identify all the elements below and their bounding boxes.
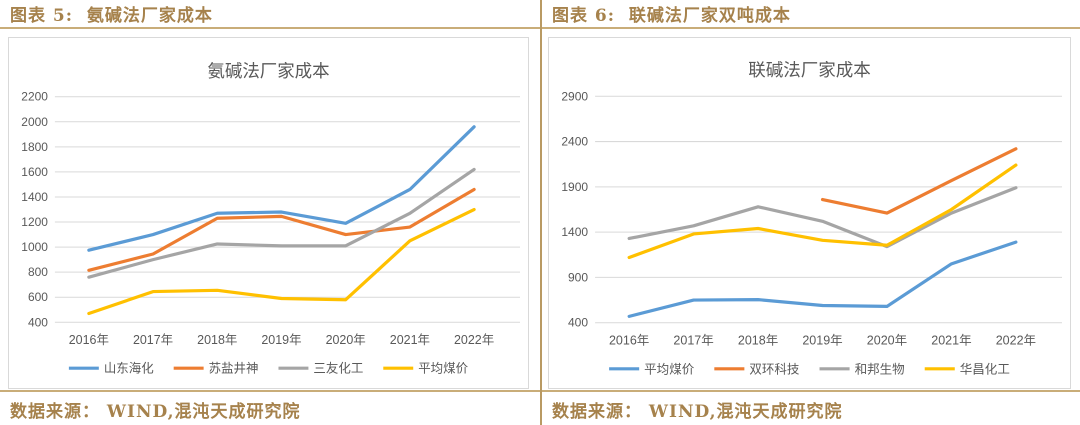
legend-item: 山东海化 bbox=[68, 361, 154, 376]
legend-item: 平均煤价 bbox=[609, 362, 695, 376]
figure-5-line-chart: 氨碱法厂家成本 400 600 800 1000 1200 1400 1600 1800 2000… bbox=[21, 61, 521, 376]
chart-title: 氨碱法厂家成本 bbox=[207, 61, 329, 81]
x-axis-label: 2016年 bbox=[609, 334, 649, 348]
legend-label: 三友化工 bbox=[313, 362, 363, 376]
legend-item: 和邦生物 bbox=[819, 362, 905, 376]
figure-6-chart-frame: 联碱法厂家成本 400 900 1400 1900 2400 2900 2016年 2017年 2… bbox=[548, 37, 1071, 389]
figure-6-source: 数据来源： WIND,混沌天成研究院 bbox=[552, 402, 843, 422]
legend-label: 苏盐井神 bbox=[209, 361, 259, 376]
series-line-0 bbox=[627, 240, 1018, 318]
x-axis-label: 2017年 bbox=[673, 334, 713, 348]
x-axis-label: 2019年 bbox=[261, 333, 301, 347]
x-axis-label: 2017年 bbox=[133, 333, 173, 347]
legend-label: 平均煤价 bbox=[418, 362, 468, 376]
series-line-1 bbox=[87, 187, 476, 272]
y-axis-tick-label: 1900 bbox=[561, 180, 588, 194]
figure-6-caption-row: 图表 6: 联碱法厂家双吨成本 bbox=[542, 0, 1080, 29]
x-axis-label: 2020年 bbox=[326, 333, 366, 347]
x-axis-label: 2022年 bbox=[454, 333, 494, 347]
figure-6-line-chart: 联碱法厂家成本 400 900 1400 1900 2400 2900 2016年 2017年 2… bbox=[561, 60, 1062, 376]
figure-5-panel: 图表 5: 氨碱法厂家成本 氨碱法厂家成本 400 600 800 1000 1200 14… bbox=[0, 0, 540, 425]
y-axis-tick-label: 400 bbox=[568, 316, 588, 330]
legend-label: 华昌化工 bbox=[960, 362, 1010, 376]
x-axis-label: 2021年 bbox=[931, 334, 971, 348]
y-axis-tick-label: 800 bbox=[28, 265, 48, 279]
figure-5-caption: 图表 5: 氨碱法厂家成本 bbox=[10, 6, 213, 26]
legend-item: 平均煤价 bbox=[383, 362, 469, 376]
y-axis-tick-label: 2900 bbox=[561, 89, 588, 103]
x-axis-label: 2021年 bbox=[390, 333, 430, 347]
y-axis-tick-label: 2400 bbox=[561, 135, 588, 149]
y-axis-tick-label: 400 bbox=[28, 315, 48, 329]
y-axis-tick-label: 1800 bbox=[21, 140, 48, 154]
figure-5-source-row: 数据来源： WIND,混沌天成研究院 bbox=[0, 390, 540, 425]
legend-item: 苏盐井神 bbox=[173, 361, 259, 376]
series-line-3 bbox=[627, 163, 1018, 260]
y-axis-tick-label: 600 bbox=[28, 290, 48, 304]
legend-label: 和邦生物 bbox=[855, 362, 905, 376]
x-axis-label: 2018年 bbox=[197, 333, 237, 347]
legend-label: 双环科技 bbox=[749, 362, 800, 376]
legend-item: 双环科技 bbox=[714, 362, 800, 376]
series-line-1 bbox=[820, 147, 1018, 215]
figure-5-caption-row: 图表 5: 氨碱法厂家成本 bbox=[0, 0, 540, 29]
legend-label: 山东海化 bbox=[104, 361, 154, 376]
x-axis-label: 2020年 bbox=[867, 334, 907, 348]
x-axis-label: 2022年 bbox=[996, 334, 1036, 348]
figure-6-panel: 图表 6: 联碱法厂家双吨成本 联碱法厂家成本 400 900 1400 1900 240… bbox=[540, 0, 1080, 425]
y-axis-tick-label: 1400 bbox=[561, 225, 588, 239]
y-axis-tick-label: 900 bbox=[568, 270, 588, 284]
series-line-2 bbox=[627, 186, 1018, 249]
y-axis-tick-label: 2000 bbox=[21, 115, 48, 129]
x-axis-label: 2019年 bbox=[802, 334, 842, 348]
figure-5-chart-frame: 氨碱法厂家成本 400 600 800 1000 1200 1400 1600 1800 2000… bbox=[8, 37, 529, 389]
figure-5-source: 数据来源： WIND,混沌天成研究院 bbox=[10, 402, 301, 422]
series-line-2 bbox=[87, 167, 476, 279]
chart-title: 联碱法厂家成本 bbox=[748, 60, 871, 80]
series-line-0 bbox=[87, 125, 476, 252]
y-axis-tick-label: 1200 bbox=[21, 215, 48, 229]
x-axis-label: 2016年 bbox=[69, 333, 109, 347]
legend-item: 华昌化工 bbox=[924, 362, 1010, 376]
figure-6-caption: 图表 6: 联碱法厂家双吨成本 bbox=[552, 6, 791, 26]
y-axis-tick-label: 2200 bbox=[21, 90, 48, 104]
legend-item: 三友化工 bbox=[278, 362, 363, 376]
y-axis-tick-label: 1000 bbox=[21, 240, 48, 254]
y-axis-tick-label: 1400 bbox=[21, 190, 48, 204]
legend-label: 平均煤价 bbox=[644, 362, 695, 376]
figure-6-source-row: 数据来源： WIND,混沌天成研究院 bbox=[542, 390, 1080, 425]
y-axis-tick-label: 1600 bbox=[21, 165, 48, 179]
series-line-3 bbox=[87, 207, 476, 316]
x-axis-label: 2018年 bbox=[738, 334, 778, 348]
